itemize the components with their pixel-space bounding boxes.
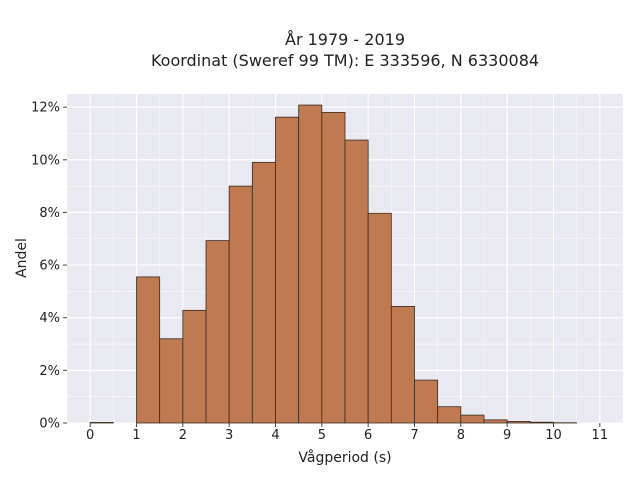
y-tick-label: 6%: [39, 259, 60, 274]
x-axis-label: Vågperiod (s): [298, 449, 391, 466]
chart-title-line1: År 1979 - 2019: [285, 30, 405, 49]
chart-title-line2: Koordinat (Sweref 99 TM): E 333596, N 63…: [151, 51, 539, 70]
histogram-bar: [529, 421, 554, 424]
histogram-bar: [437, 406, 462, 424]
histogram-bar: [390, 306, 415, 424]
histogram-bar: [275, 116, 300, 424]
x-tick-label: 0: [86, 428, 94, 443]
y-axis-label: Andel: [14, 238, 30, 278]
histogram-bar: [460, 414, 485, 424]
y-tick-label: 10%: [31, 153, 60, 168]
histogram-bar: [483, 419, 508, 424]
x-tick-label: 11: [592, 428, 609, 443]
x-tick-label: 8: [457, 428, 465, 443]
x-tick-label: 10: [545, 428, 562, 443]
y-axis-ticks: 0% 2% 4% 6% 8% 10% 12%: [31, 101, 67, 432]
histogram-bar: [182, 309, 207, 424]
x-tick-label: 1: [132, 428, 140, 443]
x-tick-label: 3: [225, 428, 233, 443]
histogram-bar: [344, 139, 369, 424]
histogram-bar: [205, 240, 230, 424]
histogram-bar: [298, 104, 323, 424]
x-tick-label: 4: [271, 428, 279, 443]
histogram-bar: [159, 338, 184, 424]
histogram-bar: [321, 112, 346, 424]
y-tick-label: 8%: [39, 206, 60, 221]
x-tick-label: 5: [318, 428, 326, 443]
y-tick-label: 2%: [39, 364, 60, 379]
x-tick-label: 2: [179, 428, 187, 443]
histogram-bars: [89, 104, 578, 424]
histogram-bar: [506, 421, 531, 424]
x-tick-label: 6: [364, 428, 372, 443]
histogram-bar: [367, 212, 392, 424]
x-tick-label: 9: [503, 428, 511, 443]
histogram-bar: [228, 185, 253, 424]
histogram-bar: [251, 162, 276, 424]
x-tick-label: 7: [410, 428, 418, 443]
y-tick-label: 12%: [31, 101, 60, 116]
histogram-bar: [414, 379, 439, 424]
histogram-bar: [89, 422, 114, 424]
y-tick-label: 4%: [39, 311, 60, 326]
histogram-bar: [136, 276, 161, 424]
x-axis-ticks: 0 1 2 3 4 5 6 7 8 9 10 11: [86, 423, 608, 443]
y-tick-label: 0%: [39, 417, 60, 432]
